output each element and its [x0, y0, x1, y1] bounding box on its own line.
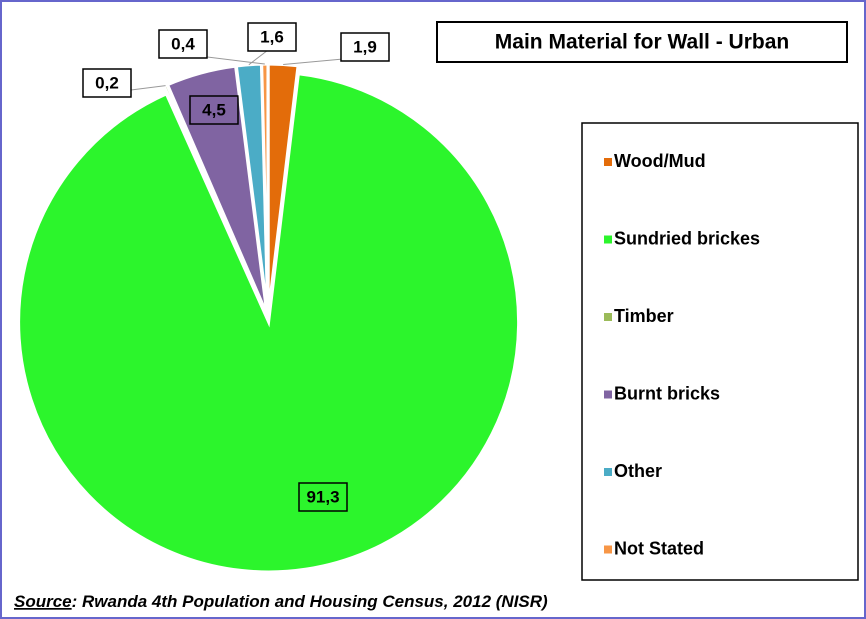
source: Source: Rwanda 4th Population and Housin…: [14, 592, 548, 611]
source-text: : Rwanda 4th Population and Housing Cens…: [72, 592, 548, 611]
legend-label: Not Stated: [614, 538, 704, 558]
chart-title: Main Material for Wall - Urban: [495, 31, 789, 54]
legend-swatch: [604, 158, 612, 166]
legend-swatch: [604, 390, 612, 399]
data-label: 91,3: [306, 487, 339, 506]
legend-label: Wood/Mud: [614, 151, 706, 171]
data-label-box: [247, 22, 297, 52]
data-label-box: [82, 68, 132, 98]
legend-label: Sundried brickes: [614, 228, 760, 248]
legend-box: [581, 122, 859, 581]
legend-label: Other: [614, 461, 662, 481]
data-label: 1,9: [353, 37, 377, 56]
data-label: 0,2: [95, 73, 119, 92]
legend-swatch: [604, 235, 612, 244]
legend-label: Burnt bricks: [614, 383, 720, 403]
data-label: 0,4: [171, 34, 195, 53]
legend-swatch: [604, 468, 612, 476]
legend-swatch: [604, 313, 612, 321]
data-label: 1,6: [260, 27, 284, 46]
data-label-box: [189, 95, 239, 125]
data-label-box: [340, 32, 390, 62]
legend-label: Timber: [614, 306, 674, 326]
title-box: [436, 21, 848, 63]
data-label-box: [158, 29, 208, 59]
source-label: Source: [14, 592, 72, 611]
data-label: 4,5: [202, 100, 226, 119]
data-label-box: [298, 482, 348, 512]
pie-slice: [17, 72, 521, 574]
legend-swatch: [604, 545, 612, 554]
